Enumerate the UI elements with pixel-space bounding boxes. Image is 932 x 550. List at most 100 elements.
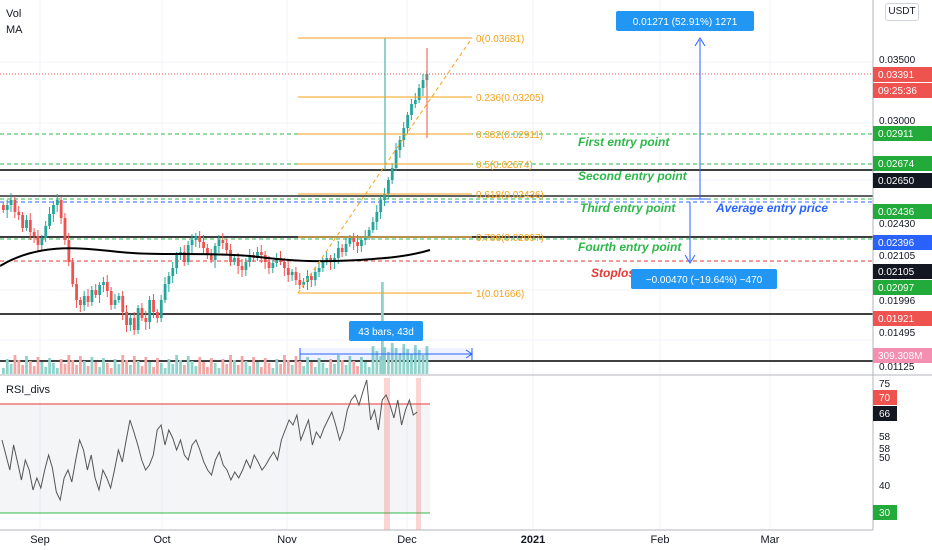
candle	[244, 258, 248, 276]
candle	[59, 197, 63, 224]
candle	[317, 261, 321, 277]
fib-trend-line[interactable]	[297, 37, 473, 294]
volume-bar	[206, 367, 209, 374]
volume-bar	[294, 356, 298, 374]
candle-body	[117, 296, 121, 300]
candle	[294, 267, 298, 285]
price-tag	[873, 126, 932, 141]
range-up-badge[interactable]	[616, 11, 754, 31]
fib-retracement[interactable]: 0(0.03681) 0.236(0.03205) 0.382(0.02911) 0.…	[297, 34, 544, 300]
candle-body	[375, 212, 379, 222]
volume-bar	[140, 366, 144, 374]
fourth-entry-label[interactable]: Fourth entry point	[578, 240, 682, 254]
drawing-tools[interactable]: First entry point Second entry point Third…	[299, 11, 828, 360]
price-tag	[873, 173, 932, 188]
price-tag	[873, 235, 932, 250]
candle	[175, 252, 179, 274]
volume-bar	[94, 362, 98, 374]
candle-body	[206, 248, 209, 255]
volume-bar	[40, 362, 44, 374]
candle-body	[387, 180, 390, 194]
candle	[233, 255, 236, 265]
volume-bar	[221, 359, 225, 374]
price-tag-label: 309.308M	[878, 351, 922, 362]
price-tag-label: 0.02396	[878, 238, 915, 249]
candle-body	[82, 296, 86, 305]
stoploss-label[interactable]: Stoploss	[591, 266, 642, 280]
candle-body	[271, 263, 275, 268]
volume-bar	[360, 357, 363, 374]
candle-body	[67, 240, 71, 262]
legend-rsi[interactable]: RSI_divs	[6, 384, 51, 396]
volume-bar	[5, 359, 9, 374]
volume-bar	[82, 361, 86, 374]
volume-bar	[298, 361, 302, 374]
candle-body	[113, 300, 117, 305]
volume-bar	[171, 364, 175, 374]
volume-bar	[125, 360, 128, 374]
price-tag	[873, 311, 932, 326]
legend-vol[interactable]: Vol	[6, 8, 21, 20]
candle	[290, 269, 294, 281]
candle	[32, 228, 36, 243]
candle	[117, 293, 121, 303]
volume-bar	[244, 361, 248, 374]
candle-body	[79, 300, 82, 305]
candle-body	[5, 205, 9, 210]
candle-body	[52, 205, 55, 214]
candle	[113, 294, 117, 309]
price-tag-label: 0.02674	[878, 159, 915, 170]
volume-bar	[117, 364, 121, 374]
rsi-divergence-highlight	[416, 378, 421, 530]
candle-body	[244, 262, 248, 270]
bars-text: 43 bars, 43d	[358, 327, 414, 338]
candle	[48, 207, 51, 229]
candle	[329, 255, 333, 270]
candle	[286, 262, 290, 282]
candle-body	[32, 232, 36, 236]
candle	[102, 277, 105, 292]
volume-bar	[236, 365, 240, 374]
candle-body	[321, 262, 325, 268]
volume-bar	[25, 356, 28, 374]
candle	[217, 235, 221, 253]
price-tick-label: 0.01495	[879, 328, 916, 339]
candle-body	[313, 272, 317, 280]
candle	[129, 314, 132, 331]
rsi-tick-label: 40	[879, 481, 891, 492]
candle-body	[175, 255, 179, 268]
currency-button[interactable]: USDT	[885, 3, 919, 21]
time-tick-label: Feb	[651, 534, 670, 546]
candle-body	[267, 262, 271, 268]
candle	[90, 286, 94, 306]
candle	[310, 273, 313, 287]
volume-bar	[375, 351, 379, 374]
second-entry-label[interactable]: Second entry point	[578, 169, 688, 183]
candle-body	[413, 100, 417, 104]
candle-body	[13, 200, 17, 212]
candle	[406, 112, 410, 134]
candle	[40, 235, 44, 250]
candle-body	[236, 258, 240, 266]
candle-body	[167, 276, 171, 284]
volume-bar	[75, 365, 78, 374]
candle	[156, 309, 159, 323]
candle	[190, 234, 194, 253]
candle	[71, 258, 75, 287]
volume-bar	[59, 359, 63, 374]
time-axis[interactable]: Sep Oct Nov Dec 2021 Feb Mar	[30, 534, 780, 546]
legend-ma[interactable]: MA	[6, 24, 23, 36]
range-down-badge[interactable]	[631, 269, 777, 289]
average-entry-label[interactable]: Average entry price	[715, 201, 828, 215]
first-entry-label[interactable]: First entry point	[578, 135, 670, 149]
third-entry-label[interactable]: Third entry point	[580, 201, 676, 215]
candle-body	[75, 284, 78, 300]
candle	[105, 275, 109, 297]
price-axis[interactable]: 0.03500 0.03000 0.02650 0.02430 0.02105 0.019…	[873, 55, 932, 373]
rsi-tick-label: 50	[879, 453, 891, 464]
volume-bar	[240, 356, 244, 374]
volume-bar	[421, 355, 425, 374]
bars-badge[interactable]	[349, 321, 423, 341]
